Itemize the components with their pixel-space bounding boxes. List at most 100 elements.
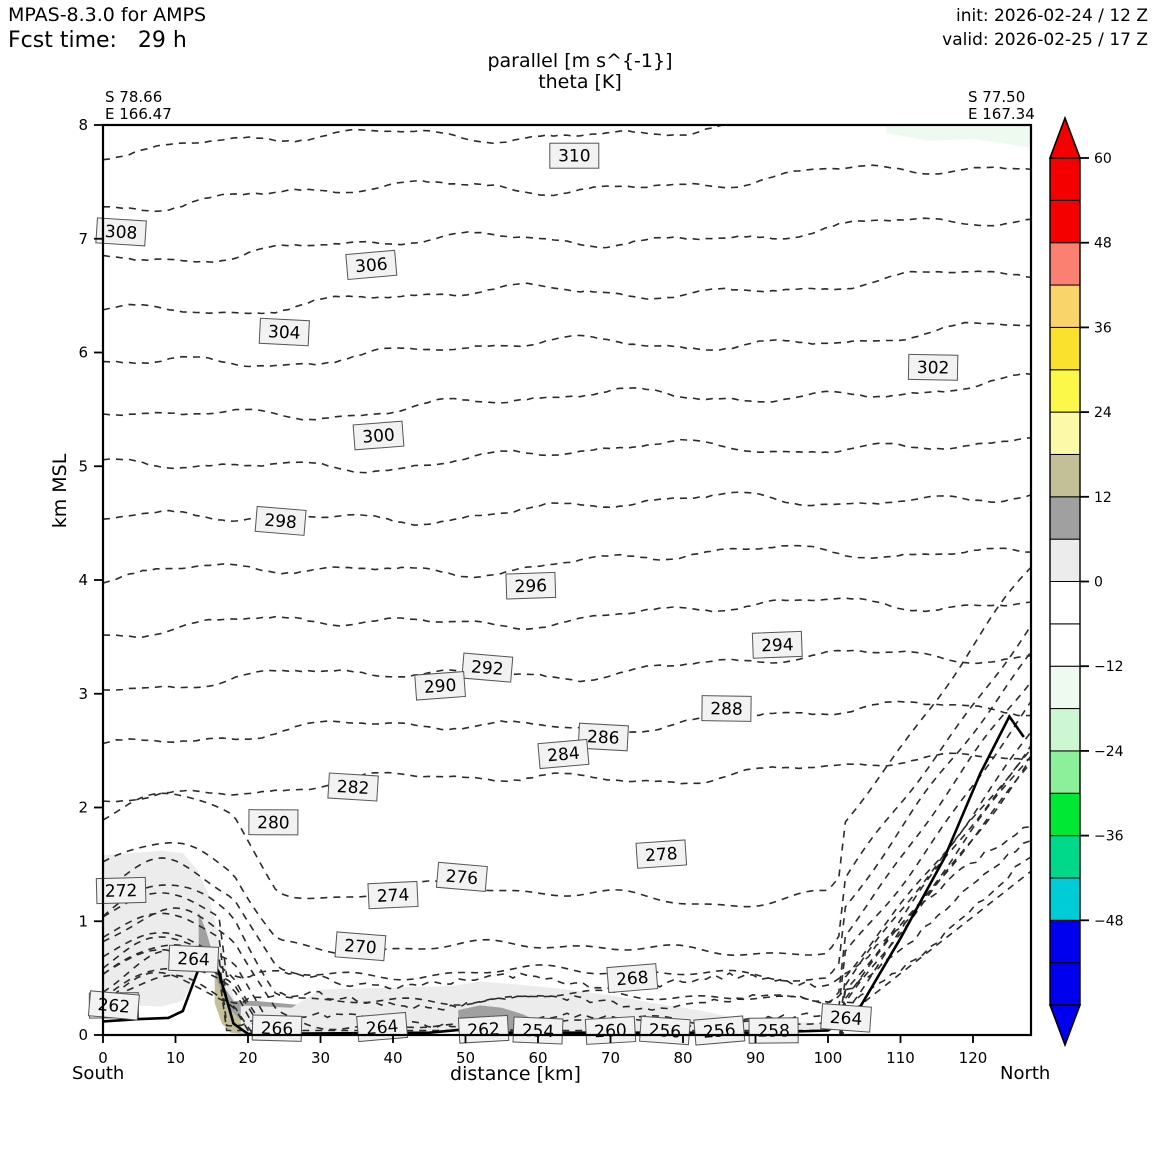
colorbar-band: [1049, 369, 1081, 413]
x-tick-label: 60: [528, 1049, 547, 1067]
plot-frame: [101, 123, 1033, 1037]
forecast-time: Fcst time: 29 h: [8, 28, 187, 53]
svg-text:286: 286: [587, 727, 620, 749]
y-tick-label: 7: [78, 230, 88, 248]
x-tick-label: 120: [959, 1049, 988, 1067]
x-tick-label: 50: [456, 1049, 475, 1067]
contour-label: 302: [907, 353, 959, 381]
colorbar-band: [1049, 411, 1081, 455]
colorbar-band: [1049, 538, 1081, 583]
x-tick-label: 100: [814, 1049, 843, 1067]
svg-text:278: 278: [644, 844, 678, 866]
svg-text:262: 262: [467, 1019, 501, 1041]
svg-text:304: 304: [268, 322, 301, 344]
colorbar-tick-label: 48: [1094, 236, 1112, 252]
colorbar-band: [1049, 792, 1081, 837]
x-tick-label: 70: [601, 1049, 620, 1067]
contour-label: 296: [505, 571, 557, 600]
svg-text:256: 256: [702, 1020, 736, 1043]
theta-contour-layer: [103, 125, 1031, 1035]
plot-title-line1: parallel [m s^{-1}]: [487, 50, 673, 72]
colorbar-band: [1049, 157, 1081, 201]
contour-label: 300: [352, 420, 405, 451]
y-tick-label: 3: [78, 685, 88, 703]
south-label: South: [72, 1063, 125, 1084]
colorbar-band: [1049, 877, 1081, 921]
contour-label: 256: [693, 1015, 746, 1046]
contour-label: 264: [168, 944, 220, 973]
y-tick-label: 6: [78, 344, 88, 362]
svg-text:262: 262: [97, 995, 131, 1018]
svg-text:268: 268: [615, 968, 649, 991]
svg-text:256: 256: [648, 1020, 682, 1042]
svg-text:308: 308: [104, 222, 138, 244]
contour-label: 278: [635, 839, 688, 869]
svg-text:284: 284: [546, 744, 580, 767]
colorbar[interactable]: 60 48 36 24 12 0 −12 −24 −36 −48: [1048, 115, 1124, 1048]
colorbar-band: [1049, 453, 1081, 498]
x-axis-label: distance [km]: [450, 1063, 581, 1085]
contour-label: 262: [87, 990, 140, 1021]
y-tick-label: 2: [78, 799, 88, 817]
y-tick-label: 0: [78, 1026, 88, 1044]
contour-label: 304: [258, 317, 310, 347]
left-endpoint-lat: S 78.66: [105, 88, 163, 106]
y-tick-label: 8: [78, 116, 88, 134]
svg-text:300: 300: [362, 425, 396, 447]
right-endpoint-lat: S 77.50: [968, 88, 1026, 106]
svg-text:258: 258: [757, 1021, 790, 1041]
right-endpoint-lon: E 167.34: [968, 105, 1035, 123]
colorbar-band: [1049, 835, 1081, 879]
colorbar-tick-label: −12: [1094, 659, 1124, 675]
svg-text:310: 310: [558, 147, 590, 167]
valid-time: valid: 2026-02-25 / 17 Z: [942, 30, 1148, 50]
y-tick-label: 1: [78, 912, 88, 930]
colorbar-band: [1049, 623, 1081, 667]
svg-text:280: 280: [257, 813, 290, 833]
x-tick-label: 110: [886, 1049, 915, 1067]
colorbar-tick-label: 12: [1094, 490, 1112, 506]
contour-label-layer: 310 308 306 304 302 300 298 296 294 292 290 288 286 2…: [87, 142, 959, 1046]
svg-text:276: 276: [445, 867, 479, 890]
colorbar-tick-label: −36: [1094, 829, 1124, 845]
svg-text:272: 272: [105, 881, 138, 902]
colorbar-band: [1049, 665, 1081, 710]
contour-label: 284: [537, 738, 590, 770]
x-tick-label: 10: [166, 1049, 185, 1067]
svg-text:302: 302: [917, 358, 950, 379]
colorbar-extend-high: [1048, 115, 1082, 159]
svg-text:260: 260: [594, 1021, 628, 1043]
contour-label: 292: [461, 652, 514, 683]
contour-label: 266: [251, 1014, 303, 1042]
svg-text:290: 290: [423, 676, 457, 698]
colorbar-tick-label: 36: [1094, 320, 1112, 336]
x-axis: 0 10 20 30 40 50 60 70 80 90 100 110 120: [98, 1035, 987, 1067]
colorbar-tick-label: 24: [1094, 405, 1112, 421]
colorbar-band: [1049, 496, 1081, 540]
contour-label: 282: [327, 772, 379, 802]
colorbar-extend-low: [1048, 1004, 1082, 1048]
colorbar-tick-label: −24: [1094, 744, 1124, 760]
svg-text:292: 292: [470, 657, 504, 680]
svg-text:274: 274: [376, 885, 409, 907]
colorbar-band: [1049, 919, 1081, 964]
colorbar-band: [1049, 962, 1081, 1006]
contour-label: 290: [414, 671, 466, 701]
x-tick-label: 40: [383, 1049, 402, 1067]
x-tick-label: 0: [98, 1049, 108, 1067]
contour-label: 256: [639, 1015, 691, 1046]
svg-text:266: 266: [260, 1019, 293, 1040]
plot-title-line2: theta [K]: [538, 71, 622, 93]
contour-label: 286: [577, 722, 629, 752]
contour-label: 264: [820, 1003, 872, 1033]
y-axis: 0 1 2 3 4 5 6 7 8: [78, 116, 103, 1044]
y-tick-label: 5: [78, 457, 88, 475]
contour-label: 274: [367, 880, 419, 910]
svg-text:264: 264: [177, 949, 210, 970]
contour-label: 298: [254, 505, 307, 536]
x-tick-label: 20: [238, 1049, 257, 1067]
svg-text:264: 264: [365, 1017, 399, 1040]
model-title: MPAS-8.3.0 for AMPS: [8, 4, 207, 26]
contour-label: 306: [345, 249, 398, 281]
colorbar-band: [1049, 750, 1081, 794]
